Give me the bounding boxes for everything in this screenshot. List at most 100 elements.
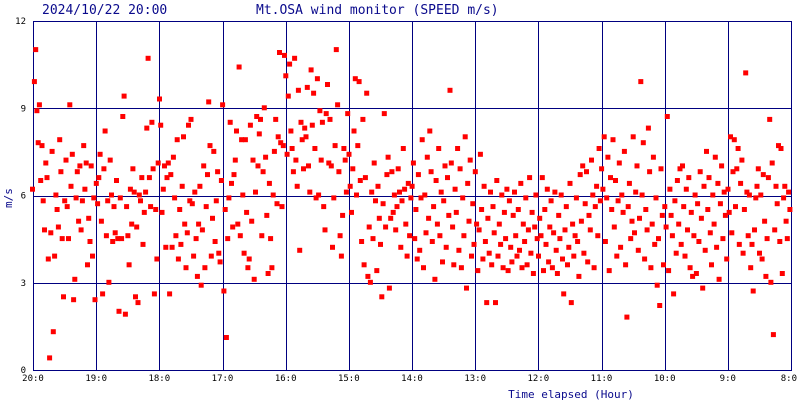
data-point xyxy=(378,241,383,247)
x-tick-labels: 20:0 19:0 18:0 17:0 16:0 15:0 14:0 13:0 12:0 11:0… xyxy=(22,374,797,384)
data-point xyxy=(733,204,738,210)
data-point xyxy=(437,233,443,239)
data-point xyxy=(288,128,294,134)
data-point xyxy=(731,137,737,143)
data-point xyxy=(484,300,490,306)
data-point xyxy=(489,262,495,268)
data-point xyxy=(649,221,655,227)
data-point xyxy=(605,154,611,160)
data-point xyxy=(606,268,612,274)
data-point xyxy=(175,256,181,262)
data-point xyxy=(552,189,558,195)
data-point xyxy=(525,227,531,233)
data-point xyxy=(635,247,641,253)
data-point xyxy=(122,311,128,317)
data-point xyxy=(405,180,411,186)
data-point xyxy=(107,157,113,163)
data-point xyxy=(767,116,773,122)
data-point xyxy=(211,148,217,154)
data-point xyxy=(608,175,613,181)
data-point xyxy=(714,244,720,250)
data-point xyxy=(168,172,174,178)
data-point xyxy=(488,189,493,195)
data-point xyxy=(541,268,546,274)
data-point xyxy=(750,288,756,294)
data-point xyxy=(580,163,586,169)
data-point xyxy=(447,87,453,93)
data-point xyxy=(624,314,630,320)
data-point xyxy=(728,134,733,140)
data-point xyxy=(111,204,117,210)
data-point xyxy=(157,96,162,102)
data-point xyxy=(273,116,279,122)
data-point xyxy=(191,253,197,259)
data-point xyxy=(306,163,311,169)
data-point xyxy=(434,221,440,227)
data-point xyxy=(466,218,472,224)
data-point xyxy=(469,253,474,259)
data-point xyxy=(356,79,362,85)
data-point xyxy=(669,233,675,239)
data-point xyxy=(43,160,49,166)
data-point xyxy=(763,273,769,279)
data-point xyxy=(61,294,66,300)
data-point xyxy=(534,236,540,242)
data-point xyxy=(415,172,421,178)
data-point xyxy=(467,157,473,163)
data-point xyxy=(567,180,573,186)
data-point xyxy=(677,166,683,172)
data-point xyxy=(722,212,728,218)
data-point xyxy=(44,175,50,181)
data-point xyxy=(582,201,588,207)
data-point xyxy=(776,143,781,149)
data-point xyxy=(119,236,125,242)
data-point xyxy=(426,215,432,221)
data-point xyxy=(716,276,722,282)
data-point xyxy=(35,140,41,146)
data-point xyxy=(102,128,108,134)
data-point xyxy=(643,207,649,212)
data-point xyxy=(529,209,535,215)
data-point xyxy=(462,134,468,140)
data-point xyxy=(700,285,706,291)
data-point xyxy=(615,198,621,204)
data-point xyxy=(277,50,282,55)
data-point xyxy=(125,233,131,239)
data-point xyxy=(619,192,625,198)
data-point xyxy=(391,192,397,198)
data-point xyxy=(367,279,373,285)
data-point xyxy=(330,244,335,250)
data-point xyxy=(403,221,409,227)
data-point xyxy=(659,212,665,218)
data-point xyxy=(307,189,313,195)
data-point xyxy=(621,148,627,154)
data-point xyxy=(97,151,103,157)
data-point xyxy=(715,180,721,186)
data-point xyxy=(599,166,605,172)
data-point xyxy=(254,114,260,119)
data-point xyxy=(124,204,130,210)
data-point xyxy=(167,291,173,297)
x-tick-label: 17:0 xyxy=(212,374,234,384)
data-point xyxy=(594,183,600,189)
data-point xyxy=(782,183,788,189)
data-point xyxy=(400,146,406,151)
data-point xyxy=(325,82,330,87)
x-axis-title: Time elapsed (Hour) xyxy=(508,388,634,400)
data-point xyxy=(333,47,339,53)
data-point xyxy=(278,140,284,146)
data-point xyxy=(777,239,783,244)
data-point xyxy=(143,189,149,195)
data-point xyxy=(770,332,776,338)
data-point xyxy=(629,218,635,224)
data-point xyxy=(455,146,461,151)
data-point xyxy=(98,218,104,224)
data-point xyxy=(495,253,501,259)
data-point xyxy=(673,250,679,256)
data-point xyxy=(138,198,143,204)
data-point xyxy=(154,256,160,262)
data-point xyxy=(319,119,325,125)
data-point xyxy=(528,250,534,256)
data-point xyxy=(370,236,376,242)
data-point xyxy=(575,239,581,244)
